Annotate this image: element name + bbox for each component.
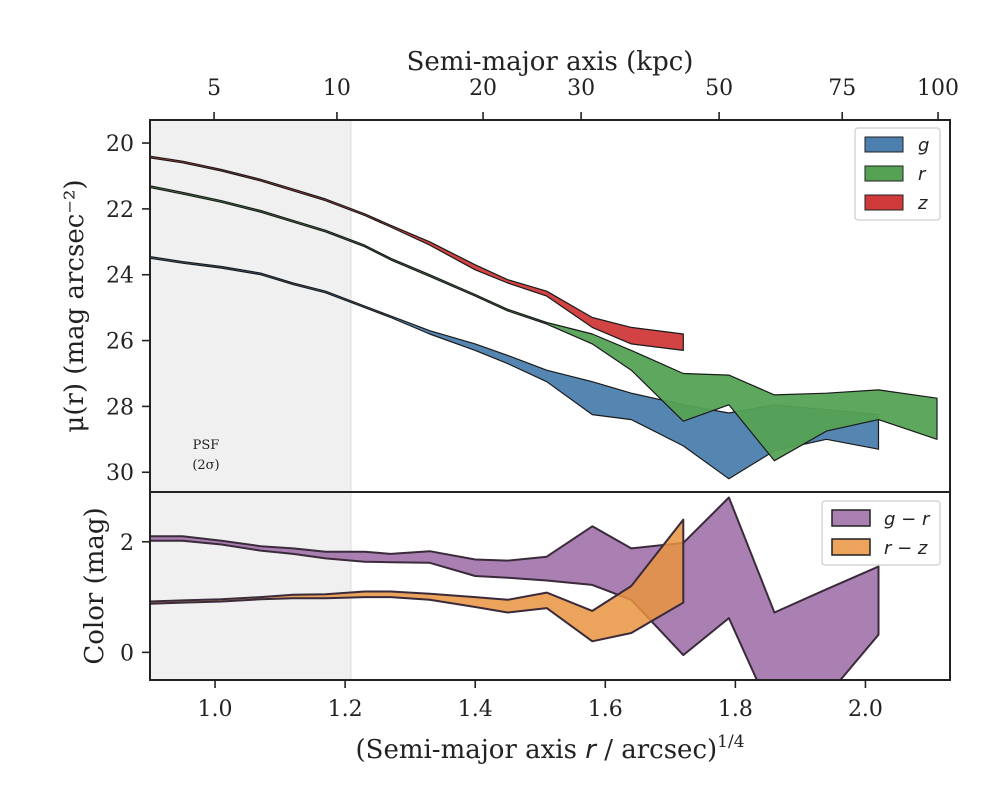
top-panel-y-label: μ(r) (mag arcsec⁻²) (60, 179, 90, 432)
y-tick-label: 28 (106, 395, 134, 420)
y-tick-label: 26 (106, 330, 134, 355)
legend-label-r-z: r − z (884, 538, 928, 559)
legend-label-g-r: g − r (884, 509, 931, 530)
x-tick-label: 1.4 (458, 697, 493, 722)
x-axis-ticks: 1.0 1.2 1.4 1.6 1.8 2.0 (198, 680, 883, 722)
surface-brightness-bands (150, 155, 938, 480)
color-bands (150, 496, 880, 680)
x-tick-label: 2.0 (848, 697, 883, 722)
legend-label-g: g (918, 135, 929, 156)
psf-region-top (150, 120, 351, 492)
top-tick-label: 10 (323, 76, 351, 101)
legend-swatch-g (864, 136, 904, 153)
legend-label-r: r (918, 164, 927, 185)
bottom-panel-y-ticks: 02 (120, 531, 150, 666)
legend-label-z: z (917, 193, 928, 214)
top-axis-ticks: 5 10 20 30 50 75 100 (207, 76, 959, 120)
legend-swatch-z (864, 194, 904, 211)
psf-label: PSF (193, 438, 220, 453)
x-tick-label: 1.2 (328, 697, 363, 722)
legend-swatch-r-z (831, 538, 871, 556)
y-tick-label: 30 (106, 461, 134, 486)
psf-sigma-label: (2σ) (192, 458, 219, 473)
band-gr (150, 496, 880, 680)
top-tick-label: 20 (469, 76, 497, 101)
bottom-panel-y-label: Color (mag) (80, 507, 110, 664)
x-tick-label: 1.6 (588, 697, 623, 722)
legend-surface-brightness: g r z (854, 127, 941, 221)
band-r (150, 185, 938, 462)
top-tick-label: 75 (828, 76, 856, 101)
top-tick-label: 5 (207, 76, 221, 101)
y-tick-label: 22 (106, 198, 134, 223)
band-z (150, 155, 684, 351)
top-axis-label: Semi-major axis (kpc) (407, 47, 694, 77)
top-panel-y-ticks: 20 22 24 26 28 30 (106, 132, 150, 486)
legend-color: g − r r − z (821, 500, 941, 566)
y-tick-label: 20 (106, 132, 134, 157)
top-tick-label: 50 (705, 76, 733, 101)
x-tick-label: 1.8 (718, 697, 753, 722)
legend-swatch-r (864, 165, 904, 182)
legend-swatch-g-r (831, 509, 871, 527)
band-rz (150, 518, 685, 643)
bottom-panel-frame (149, 491, 951, 681)
top-tick-label: 100 (917, 76, 959, 101)
x-tick-label: 1.0 (198, 697, 233, 722)
x-axis-label: (Semi-major axis r / arcsec)1/4 (355, 732, 744, 765)
y-tick-label: 2 (120, 531, 134, 556)
y-tick-label: 0 (120, 641, 134, 666)
y-tick-label: 24 (106, 264, 134, 289)
top-tick-label: 30 (567, 76, 595, 101)
psf-region-bottom (150, 492, 351, 680)
band-g (150, 256, 880, 480)
